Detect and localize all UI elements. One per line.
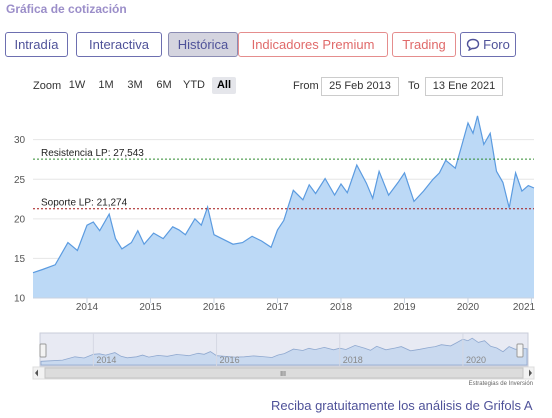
tab-indicadores-premium[interactable]: Indicadores Premium [238, 32, 388, 57]
navigator-scrollbar-thumb[interactable] [44, 367, 524, 379]
tab-trading[interactable]: Trading [392, 32, 456, 57]
navigator-ticks: 2014 2016 2018 2020 [92, 333, 486, 366]
range-from-input[interactable]: 25 Feb 2013 [321, 77, 399, 96]
navigator-left-handle[interactable] [39, 343, 47, 358]
x-tick-label: 2014 [76, 302, 99, 313]
zoom-3m-button[interactable]: 3M [127, 79, 143, 91]
zoom-ytd-button[interactable]: YTD [183, 79, 205, 91]
scroll-left-arrow-icon[interactable] [35, 369, 38, 377]
resistance-label: Resistencia LP: 27,543 [41, 148, 144, 159]
scroll-right-arrow-icon[interactable] [529, 369, 532, 377]
tab-foro[interactable]: Foro [460, 32, 516, 57]
navigator-tick-label: 2014 [96, 355, 116, 365]
zoom-1w-button[interactable]: 1W [68, 79, 86, 91]
navigator-tick-label: 2018 [343, 355, 363, 365]
navigator-tick-label: 2020 [466, 355, 486, 365]
tab-historica[interactable]: Histórica [168, 32, 238, 57]
y-tick-label: 15 [14, 254, 26, 265]
price-area-fill [33, 115, 534, 299]
zoom-all-button[interactable]: All [212, 77, 236, 94]
x-axis-ticks: 2014 2015 2016 2017 2018 2019 2020 2021 [76, 298, 536, 313]
y-tick-label: 30 [14, 135, 26, 146]
support-label: Soporte LP: 21,274 [41, 198, 128, 209]
range-to-input[interactable]: 13 Ene 2021 [425, 77, 503, 96]
footer-cta[interactable]: Reciba gratuitamente los análisis de Gri… [271, 398, 533, 413]
price-series-line [32, 115, 535, 274]
range-to-label: To [408, 80, 420, 92]
navigator-right-handle[interactable] [516, 343, 524, 358]
tab-foro-label: Foro [483, 37, 510, 52]
x-tick-label: 2015 [139, 302, 162, 313]
x-tick-label: 2016 [203, 302, 226, 313]
range-from-label: From [293, 80, 319, 92]
tab-intradia[interactable]: Intradía [5, 32, 68, 57]
y-axis-ticks: 10 15 20 25 30 [14, 135, 26, 304]
scrollbar-grip-icon: III [280, 371, 286, 378]
navigator-series-fill [40, 337, 528, 366]
navigator-tick-label: 2016 [220, 355, 240, 365]
x-tick-label: 2018 [330, 302, 353, 313]
speech-bubble-icon [466, 38, 480, 51]
x-tick-label: 2021 [513, 302, 536, 313]
zoom-6m-button[interactable]: 6M [156, 79, 172, 91]
zoom-1m-button[interactable]: 1M [98, 79, 114, 91]
x-tick-label: 2020 [457, 302, 480, 313]
chart-credit: Estrategias de Inversión [469, 381, 533, 387]
zoom-label: Zoom [33, 80, 62, 92]
y-tick-label: 20 [14, 214, 26, 225]
x-tick-label: 2019 [393, 302, 416, 313]
x-tick-label: 2017 [266, 302, 289, 313]
y-tick-label: 10 [14, 294, 26, 305]
chart-section-title: Gráfica de cotización [6, 2, 127, 16]
y-tick-label: 25 [14, 175, 26, 186]
tab-interactiva[interactable]: Interactiva [76, 32, 162, 57]
